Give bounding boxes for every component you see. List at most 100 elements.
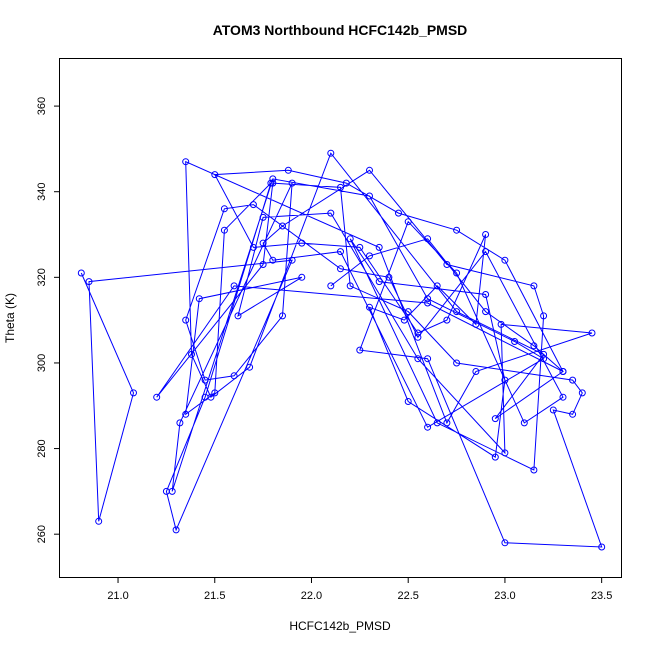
data-point [443, 419, 451, 427]
y-tick-label: 360 [36, 97, 48, 115]
data-point [424, 355, 432, 363]
data-point [259, 213, 267, 221]
data-point [337, 265, 344, 273]
data-point [337, 248, 344, 256]
x-tick-label: 23.5 [591, 590, 612, 602]
data-point [269, 175, 277, 183]
data-point [230, 282, 238, 290]
data-point [414, 333, 422, 341]
x-tick-label: 22.5 [397, 590, 418, 602]
plot-area [77, 149, 606, 551]
data-point [453, 226, 461, 234]
plot-frame [59, 58, 622, 578]
data-point [540, 355, 548, 363]
x-axis: 21.0 21.5 22.0 22.5 23.0 23.5 [107, 577, 612, 602]
data-point [530, 342, 538, 350]
data-point [346, 235, 354, 243]
data-point [337, 183, 344, 191]
x-tick-label: 22.0 [301, 590, 322, 602]
data-point [195, 295, 203, 303]
data-point [95, 517, 103, 525]
data-point [288, 179, 296, 187]
y-axis-label: Theta (K) [3, 293, 17, 343]
data-point [249, 201, 257, 209]
data-point [540, 350, 548, 358]
data-point [366, 252, 373, 260]
data-point [424, 235, 432, 243]
data-point [327, 209, 335, 217]
data-point [366, 192, 373, 200]
data-point [578, 389, 586, 397]
data-point [530, 466, 538, 474]
data-point [259, 239, 267, 247]
data-point [453, 308, 461, 316]
data-point [559, 393, 567, 401]
data-point [130, 389, 137, 397]
data-point [234, 312, 242, 320]
data-point [259, 261, 267, 268]
data-point [559, 368, 567, 375]
data-point [549, 406, 557, 414]
data-point [520, 419, 528, 427]
data-point [77, 269, 85, 277]
data-point [375, 278, 383, 286]
data-point [176, 419, 184, 427]
data-point [168, 487, 176, 495]
y-tick-label: 300 [36, 354, 48, 372]
data-point [375, 243, 383, 251]
data-point [540, 312, 548, 320]
data-point [404, 308, 412, 316]
data-point [182, 316, 190, 324]
data-point [346, 282, 354, 290]
data-point [414, 329, 422, 337]
data-point [269, 256, 277, 264]
data-point [220, 226, 228, 234]
data-point [267, 179, 275, 187]
data-point [424, 299, 432, 307]
data-point [472, 320, 480, 328]
data-point [207, 393, 215, 401]
data-point [501, 539, 509, 547]
x-tick-label: 21.0 [107, 590, 128, 602]
data-point [453, 269, 461, 277]
data-point [395, 209, 402, 217]
data-point [230, 372, 238, 380]
data-point [569, 410, 577, 418]
data-point [298, 273, 306, 281]
series-line [80, 152, 603, 548]
data-point [400, 316, 408, 324]
data-point [342, 179, 350, 187]
data-point [279, 312, 286, 320]
data-point [453, 359, 461, 367]
data-point [404, 218, 412, 226]
data-point [433, 419, 441, 427]
y-tick-label: 260 [36, 525, 48, 543]
y-tick-label: 340 [36, 183, 48, 201]
data-point [443, 261, 451, 268]
data-point [501, 256, 509, 264]
data-point [424, 423, 432, 431]
data-point [501, 449, 509, 457]
data-point [182, 410, 190, 418]
data-point [246, 363, 254, 371]
data-point [284, 166, 292, 174]
data-point [385, 273, 393, 281]
data-point [530, 282, 538, 290]
y-axis: 260 280 300 320 340 360 [36, 97, 60, 543]
x-axis-label: HCFC142b_PMSD [289, 619, 391, 633]
y-tick-label: 280 [36, 439, 48, 457]
data-point [85, 278, 93, 286]
data-point [366, 303, 373, 311]
data-point [356, 346, 364, 354]
data-point [327, 282, 335, 290]
data-point [269, 179, 277, 187]
data-point [482, 291, 490, 298]
data-point [201, 376, 209, 384]
x-tick-label: 21.5 [204, 590, 225, 602]
data-point [424, 295, 432, 303]
data-point [288, 256, 296, 264]
data-point [414, 355, 422, 363]
data-point [501, 376, 509, 384]
data-point [443, 316, 451, 324]
